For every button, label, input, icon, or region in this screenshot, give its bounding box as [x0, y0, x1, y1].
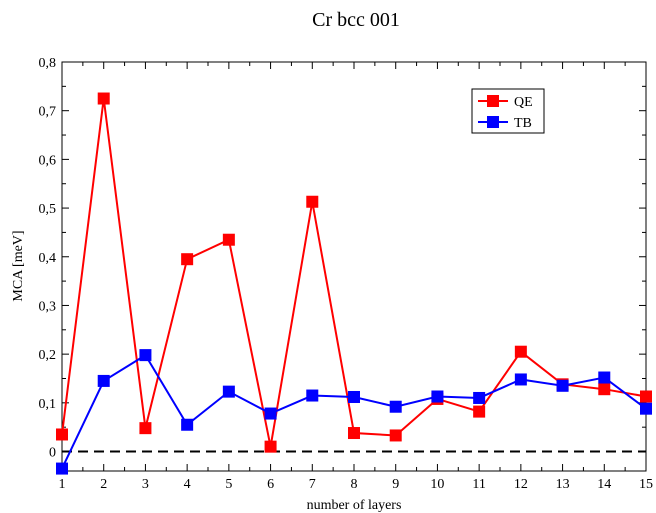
series-group: [56, 92, 652, 475]
legend-box: [471, 88, 545, 134]
x-tick-label: 4: [184, 477, 191, 492]
y-tick-label: 0,6: [39, 153, 57, 168]
y-tick-label: 0,3: [39, 299, 57, 314]
series-tb-point: [56, 462, 68, 475]
series-tb-point: [139, 349, 152, 362]
x-tick-label: 10: [430, 477, 444, 492]
series-tb-point: [306, 389, 319, 402]
x-tick-label: 1: [59, 477, 66, 492]
series-tb-point: [348, 390, 360, 403]
series-tb-point: [514, 373, 527, 386]
series-qe-point: [264, 440, 277, 453]
y-axis-label: MCA [meV]: [11, 230, 26, 301]
x-tick-label: 15: [639, 477, 653, 492]
x-tick-label: 6: [267, 477, 274, 492]
legend-qe-marker: [487, 95, 499, 107]
y-tick-label: 0,4: [39, 251, 57, 266]
y-tick-label: 0,2: [39, 348, 57, 363]
series-qe-point: [181, 253, 194, 266]
x-tick-label: 3: [142, 477, 149, 492]
series-tb-point: [598, 371, 611, 384]
series-qe-point: [389, 429, 402, 442]
legend-tb-marker: [487, 116, 499, 128]
series-qe-point: [139, 422, 152, 435]
x-tick-label: 13: [556, 477, 570, 492]
y-tick-label: 0,8: [39, 56, 57, 71]
x-tick-label: 14: [597, 477, 611, 492]
y-tick-label: 0,7: [39, 105, 57, 120]
x-tick-label: 5: [225, 477, 232, 492]
series-tb-point: [389, 400, 402, 413]
series-tb-point: [97, 374, 110, 387]
legend: QE TB: [471, 88, 545, 134]
y-tick-label: 0,1: [39, 397, 57, 412]
series-qe-point: [56, 428, 68, 441]
series-qe-point: [640, 390, 652, 403]
series-qe-point: [514, 345, 527, 358]
x-tick-label: 7: [309, 477, 316, 492]
legend-qe-label: QE: [514, 95, 533, 110]
y-tick-label: 0,5: [39, 202, 57, 217]
x-tick-label: 12: [514, 477, 528, 492]
chart-title: Cr bcc 001: [312, 9, 400, 31]
series-qe-point: [97, 92, 110, 105]
series-qe-point: [222, 233, 235, 246]
x-tick-label: 11: [472, 477, 485, 492]
series-tb-point: [222, 385, 235, 398]
series-tb-point: [473, 391, 486, 404]
axes: 1 2 3 4 5 6 7 8 9 10 11 12 13 14 1500,10,20,30,40,50,6…: [39, 56, 654, 492]
series-qe-point: [598, 383, 611, 396]
x-tick-label: 9: [392, 477, 399, 492]
series-tb-point: [181, 418, 194, 431]
series-tb-point: [431, 390, 444, 403]
series-tb-point: [264, 407, 277, 420]
x-axis-label: number of layers: [307, 498, 402, 513]
x-tick-label: 2: [100, 477, 107, 492]
series-qe-point: [348, 427, 360, 440]
x-tick-label: 8: [351, 477, 358, 492]
series-tb-point: [556, 379, 569, 392]
legend-tb-label: TB: [514, 116, 532, 131]
y-tick-label: 0: [49, 446, 56, 461]
series-qe-point: [306, 195, 319, 208]
series-qe-point: [473, 405, 486, 418]
series-tb-point: [640, 402, 652, 415]
